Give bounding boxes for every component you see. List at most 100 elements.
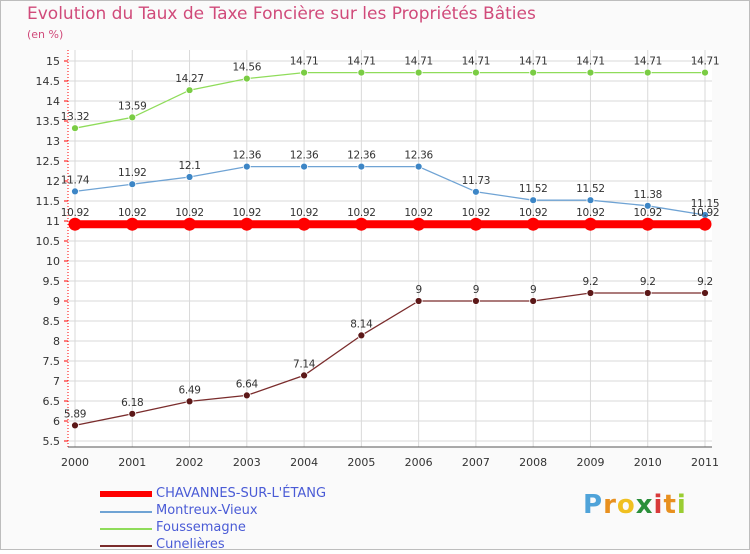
y-tick-label: 14.5 [36,75,61,88]
data-label: 11.73 [462,175,491,187]
data-point [643,201,652,210]
legend-label: Montreux-Vieux [156,503,258,518]
y-tick-label: 9.5 [43,275,61,288]
data-label: 10.92 [233,207,262,219]
data-point [472,297,480,305]
logo-letter: i [676,490,687,520]
data-point [128,180,137,189]
x-tick-label: 2006 [405,456,433,469]
data-point [643,289,652,297]
legend-label: Foussemagne [156,520,246,535]
data-label: 11.52 [576,183,605,195]
data-label: 12.36 [347,150,376,162]
x-tick-label: 2009 [576,456,604,469]
data-point [529,68,538,77]
y-tick-label: 8.5 [43,315,61,328]
logo-letter: P [583,490,604,520]
x-tick-label: 2008 [519,456,547,469]
legend-swatch-montreux-vieux [100,511,152,513]
data-label: 12.36 [404,150,433,162]
data-label: 14.71 [633,56,662,68]
data-label: 14.71 [576,56,605,68]
data-point [526,217,540,231]
y-tick-label: 5.5 [43,435,61,448]
legend-swatch-chavannes [100,491,152,497]
data-label: 9.2 [697,276,713,288]
data-label: 11.38 [633,189,662,201]
x-tick-label: 2001 [118,456,146,469]
x-tick-label: 2010 [634,456,662,469]
data-point [240,217,254,231]
data-point [586,196,595,205]
y-tick-label: 9 [53,295,60,308]
y-tick-label: 11 [46,215,60,228]
data-label: 10.92 [290,207,319,219]
data-point [300,371,308,380]
legend-swatch-foussemagne [100,528,152,530]
data-point [414,68,423,77]
data-point [414,297,423,305]
data-label: 9 [473,284,479,296]
data-point [128,409,137,418]
x-tick-label: 2011 [691,456,719,469]
series-line [74,165,706,216]
data-point [641,217,655,231]
x-tick-label: 2000 [61,456,89,469]
data-label: 14.56 [233,62,262,74]
y-tick-label: 8 [53,335,60,348]
y-tick-label: 13 [46,135,60,148]
data-label: 14.71 [691,56,720,68]
y-tick-label: 11.5 [36,195,61,208]
proxiti-logo: Proxiti [583,490,687,520]
y-tick-label: 10 [46,255,60,268]
data-label: 10.92 [347,207,376,219]
data-label: 7.14 [293,358,316,370]
data-label: 10.92 [61,207,90,219]
data-point [300,162,308,171]
data-label: 9 [415,284,421,296]
series-line [74,292,705,427]
data-point [242,74,251,83]
data-point [354,217,368,231]
data-point [300,68,308,77]
data-label: 11.52 [519,183,548,195]
chart-title: Evolution du Taux de Taxe Foncière sur l… [27,4,536,24]
data-point [242,162,251,171]
logo-letter: r [603,490,617,520]
data-point [242,391,251,400]
y-tick-label: 6.5 [43,395,61,408]
data-point [529,196,538,205]
data-point [414,162,423,171]
logo-letter: o [616,490,636,520]
data-point [71,187,79,196]
data-label: 9 [530,284,536,296]
y-tick-label: 13.5 [36,115,61,128]
data-point [71,124,79,133]
data-point [529,297,538,305]
data-point [472,68,480,77]
data-label: 10.92 [118,207,147,219]
data-point [185,397,194,406]
data-label: 9.2 [640,276,656,288]
data-label: 10.92 [404,207,433,219]
data-point [698,217,712,231]
data-label: 6.49 [178,384,200,396]
data-label: 10.92 [576,207,605,219]
x-tick-label: 2004 [290,456,318,469]
y-tick-label: 6 [53,415,60,428]
data-label: 12.36 [233,150,262,162]
data-label: 10.92 [691,207,720,219]
data-label: 10.92 [519,207,548,219]
data-label: 14.71 [462,56,491,68]
data-point [701,68,709,77]
y-tick-label: 7 [53,375,60,388]
unit-label: (en %) [27,28,64,41]
y-tick-label: 14 [46,95,60,108]
y-tick-label: 12 [46,175,60,188]
data-label: 14.71 [347,56,376,68]
data-point [412,217,426,231]
data-point [643,68,652,77]
data-label: 12.36 [290,150,319,162]
data-point [357,162,366,171]
